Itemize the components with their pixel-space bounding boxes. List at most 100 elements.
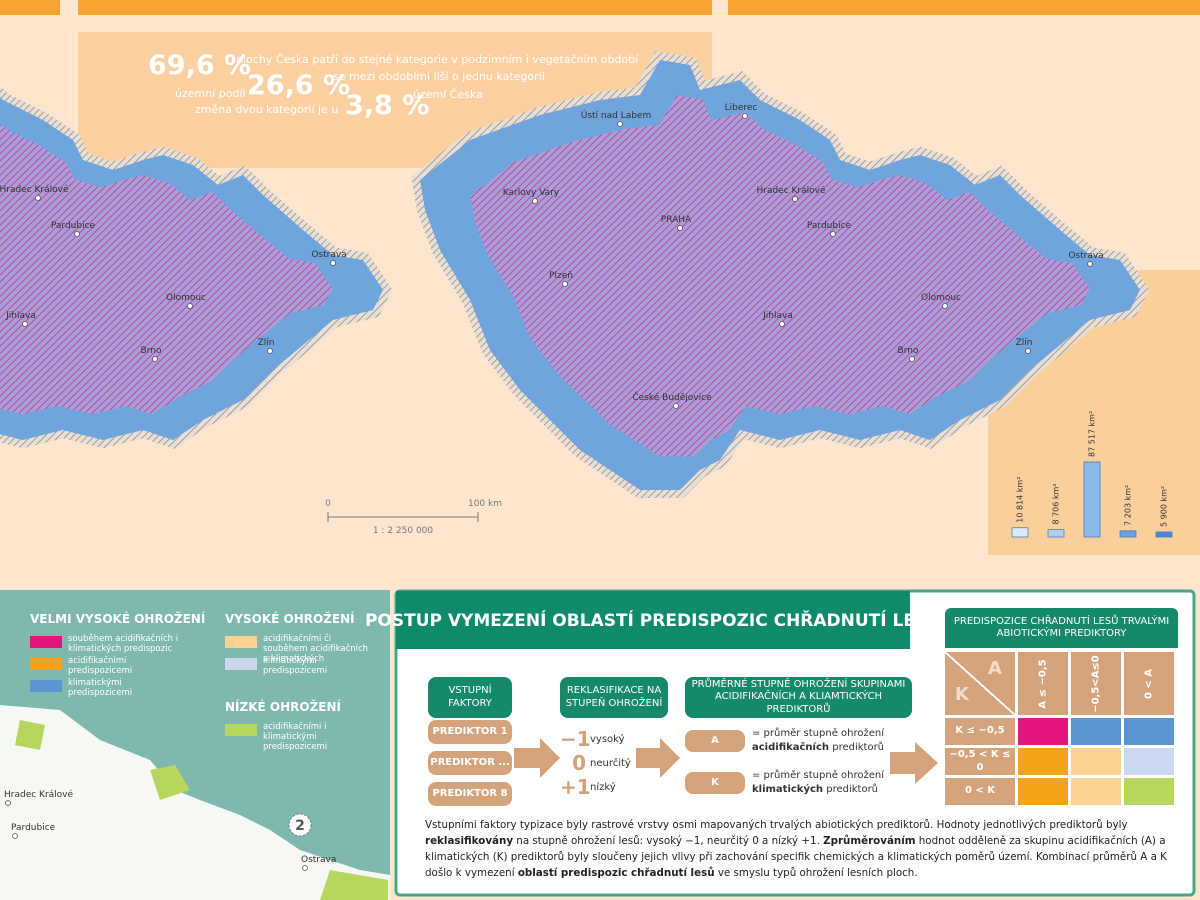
avg-symbol: K (685, 772, 745, 794)
legend-swatch (225, 724, 257, 736)
description-part: oblastí predispozic chřadnutí lesů (517, 866, 715, 879)
reclass-value: 0 (572, 751, 586, 775)
step-item: PREDIKTOR 1 (428, 720, 512, 744)
matrix-corner (945, 652, 1015, 715)
city-dot (909, 356, 915, 362)
city-label: Zlín (1016, 338, 1033, 348)
inset-patch (15, 720, 388, 900)
city-dot (942, 303, 948, 309)
area-label: 7 203 km² (1124, 485, 1133, 526)
scale-bar: 0 100 km 1 : 2 250 000 (325, 499, 502, 536)
area-label: 5 900 km² (1160, 486, 1169, 527)
stat-text: plochy Česka patří do stejné kategorie v… (236, 53, 639, 66)
avg-text-main: = průměr stupně ohrožení (752, 728, 885, 739)
city-label: Ostrava (301, 855, 336, 865)
city-label: Brno (898, 346, 919, 356)
reclass-label: neurčitý (590, 758, 631, 769)
city-label: Pardubice (51, 221, 96, 231)
city-dot (1087, 261, 1093, 267)
process-title: POSTUP VYMEZENÍ OBLASTÍ PREDISPOZIC CHŘA… (365, 608, 941, 631)
city-dot (562, 281, 568, 287)
stat-text: územní podíl (175, 87, 246, 100)
matrix-row: K ≤ −0,5 (945, 718, 1015, 745)
matrix-cell (1018, 778, 1068, 805)
city-dot (22, 321, 28, 327)
city-label: České Budějovice (632, 391, 712, 403)
description-part: hodnot odděleně za skupinu acidifikačníc… (425, 834, 1167, 879)
description-part: ve smyslu typů ohrožení lesních ploch. (714, 866, 918, 879)
legend-label: klimatickými predispozicemi (68, 678, 133, 699)
stat-text: se mezi obdobími liší o jednu kategorii (333, 70, 545, 83)
city-dot (330, 260, 336, 266)
matrix-cell (1071, 778, 1121, 805)
city-dot (830, 231, 836, 237)
legend-swatch (225, 636, 257, 648)
stat-value: 69,6 % (148, 50, 252, 81)
page-marker-text: 2 (295, 818, 305, 834)
city-label: Jihlava (5, 311, 36, 321)
legend-label: acidifikačními i klimatickými predispozi… (263, 722, 328, 753)
matrix-col: A ≤ −0,5 (1018, 652, 1068, 715)
matrix-cell (1018, 748, 1068, 775)
city-label: Hradec Králové (4, 789, 73, 800)
description-part: reklasifikovány (425, 834, 514, 847)
corner-k: K (955, 684, 969, 705)
city-dot (673, 403, 679, 409)
process-title-bar (396, 591, 910, 649)
legend-swatch (30, 658, 62, 670)
avg-text: = průměr stupně ohrožení acidifikačních p… (752, 727, 884, 754)
matrix-row: 0 < K (945, 778, 1015, 805)
legend-label: klimatickými predispozicemi (263, 656, 328, 677)
city-dot (532, 198, 538, 204)
description: Vstupními faktory typizace byly rastrové… (425, 818, 1185, 882)
matrix-cell (1124, 718, 1174, 745)
city-label: Ostrava (311, 250, 346, 260)
area-label: 87 517 km² (1088, 411, 1097, 457)
city-label: Olomouc (921, 293, 961, 303)
matrix-col-label: A ≤ −0,5 (1037, 659, 1049, 709)
city-label: Karlovy Vary (503, 188, 560, 198)
legend-label: souběhem acidifikačních i klimatických p… (68, 634, 179, 655)
avg-text-suffix: prediktorů (832, 741, 885, 753)
area-bar (1047, 529, 1065, 538)
legend-title: VELMI VYSOKÉ OHROŽENÍ (30, 612, 206, 626)
matrix-cell (1124, 748, 1174, 775)
reclass-value: −1 (560, 727, 591, 751)
matrix-cell (1071, 748, 1121, 775)
city-label: Olomouc (166, 293, 206, 303)
description-part: na stupně ohrožení lesů: vysoký −1, neur… (513, 834, 824, 847)
city-label: PRAHA (661, 215, 692, 225)
matrix-col-label: 0 < A (1143, 668, 1155, 700)
area-bar (1155, 531, 1173, 538)
arrow (890, 742, 938, 784)
legend-label: acidifikačními predispozicemi (68, 656, 133, 677)
area-label: 8 706 km² (1052, 483, 1061, 524)
city-dot (742, 113, 748, 119)
top-band (728, 0, 1200, 15)
city-label: Ostrava (1068, 251, 1103, 261)
avg-text-bold: klimatických (752, 783, 824, 795)
step-header: PRŮMĚRNÉ STUPNĚ OHROŽENÍ SKUPINAMI ACIDI… (685, 677, 912, 718)
city-label: Pardubice (807, 221, 852, 231)
city-label: Hradec Králové (756, 185, 825, 196)
stat-value: 3,8 % (345, 90, 430, 121)
matrix-cell (1018, 718, 1068, 745)
avg-text-bold: acidifikačních (752, 741, 830, 753)
city-label: Jihlava (762, 311, 793, 321)
arrow (636, 738, 680, 778)
reclass-label: vysoký (590, 734, 625, 745)
stat-text: změna dvou kategorií je u (195, 103, 339, 116)
city-label: Hradec Králové (0, 184, 69, 195)
description-part: Zprůměrováním (823, 834, 916, 847)
matrix-col: −0,5<A≤0 (1071, 652, 1121, 715)
city-label: Brno (141, 346, 162, 356)
matrix-col-label: −0,5<A≤0 (1090, 655, 1102, 713)
matrix-col: 0 < A (1124, 652, 1174, 715)
reclass-value: +1 (560, 775, 591, 799)
city-dot (74, 231, 80, 237)
legend-swatch (30, 636, 62, 648)
city-dot (152, 356, 158, 362)
city-dot (779, 321, 785, 327)
city-dot (792, 196, 798, 202)
